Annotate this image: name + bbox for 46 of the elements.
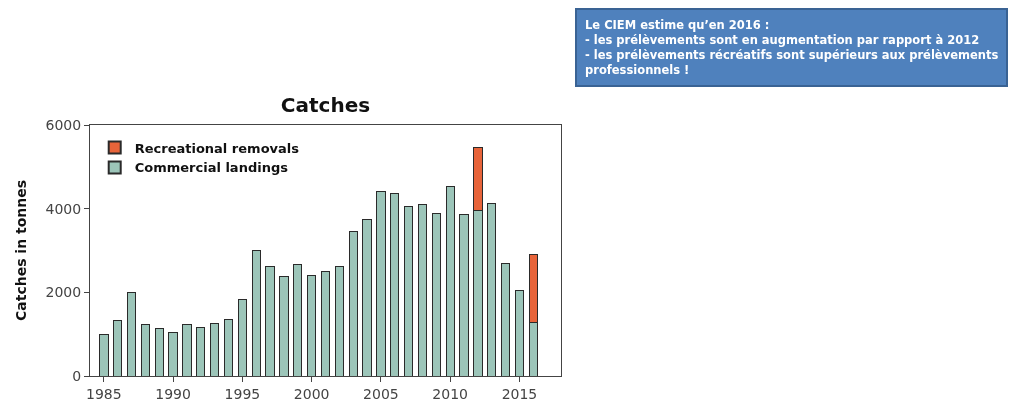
bar <box>362 219 372 376</box>
y-tick-label: 4000 <box>45 200 82 217</box>
bar <box>210 322 220 376</box>
bar <box>500 263 511 376</box>
bar <box>196 326 206 376</box>
bar <box>417 204 428 376</box>
x-tick-label: 1990 <box>155 385 191 402</box>
x-tick-label: 1995 <box>224 385 261 402</box>
bar <box>113 319 123 376</box>
chart-title: Catches <box>280 93 371 117</box>
bar <box>306 274 317 376</box>
bar <box>431 213 441 376</box>
y-tick-label: 6000 <box>45 116 82 133</box>
text: Le CIEM estime qu’en 2016 : - les prélèvements sont en augmentation par rapport à 2012 - les prélèvements récréatifs sont supérieurs aux prélèvements professionnels ! <box>585 18 999 77</box>
x-tick-label: 1985 <box>86 385 122 402</box>
bar <box>320 270 331 376</box>
x-tick-label: 2005 <box>363 385 399 402</box>
bar <box>140 323 151 376</box>
bar <box>265 265 275 376</box>
bar <box>279 275 289 376</box>
bar <box>334 265 345 376</box>
y-tick-label: 2000 <box>45 284 82 301</box>
bar <box>459 214 469 376</box>
y-axis-title: Catches in tonnes <box>13 179 30 322</box>
x-tick-label: 2010 <box>432 385 468 402</box>
bar <box>154 327 164 376</box>
bar <box>251 250 261 376</box>
y-tick-label: 0 <box>72 367 82 384</box>
bar <box>376 190 386 376</box>
bar <box>182 323 192 376</box>
bar <box>445 185 455 376</box>
x-tick-label: 2000 <box>293 385 330 402</box>
bar <box>487 203 497 376</box>
bar <box>168 331 178 376</box>
bar <box>126 292 137 376</box>
bar <box>293 263 303 376</box>
bar <box>348 230 358 376</box>
bar <box>99 333 109 376</box>
bar <box>223 318 234 376</box>
bar <box>390 193 400 376</box>
bar <box>514 289 525 376</box>
x-tick-label: 2015 <box>501 385 538 402</box>
bar <box>403 206 414 376</box>
legend-label: Commercial landings <box>134 160 289 176</box>
legend-label: Recreational removals <box>134 140 300 156</box>
bar <box>237 298 248 376</box>
